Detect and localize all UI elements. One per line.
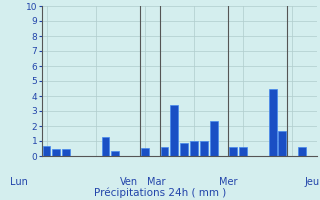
Bar — [111, 151, 119, 156]
Bar — [200, 141, 208, 156]
Bar — [269, 88, 276, 156]
Bar — [170, 105, 178, 156]
Bar — [161, 147, 168, 156]
Text: Lun: Lun — [10, 177, 28, 187]
Text: Précipitations 24h ( mm ): Précipitations 24h ( mm ) — [94, 188, 226, 198]
Text: Ven: Ven — [120, 177, 138, 187]
Bar — [101, 136, 109, 156]
Text: Mar: Mar — [147, 177, 166, 187]
Text: Jeu: Jeu — [304, 177, 319, 187]
Bar — [229, 147, 237, 156]
Text: Mer: Mer — [219, 177, 238, 187]
Bar — [62, 149, 70, 156]
Bar — [239, 147, 247, 156]
Bar — [278, 131, 286, 156]
Bar — [190, 141, 198, 156]
Bar — [180, 143, 188, 156]
Bar — [52, 148, 60, 156]
Bar — [210, 121, 218, 156]
Bar — [141, 148, 149, 156]
Bar — [298, 147, 306, 156]
Bar — [43, 146, 51, 156]
